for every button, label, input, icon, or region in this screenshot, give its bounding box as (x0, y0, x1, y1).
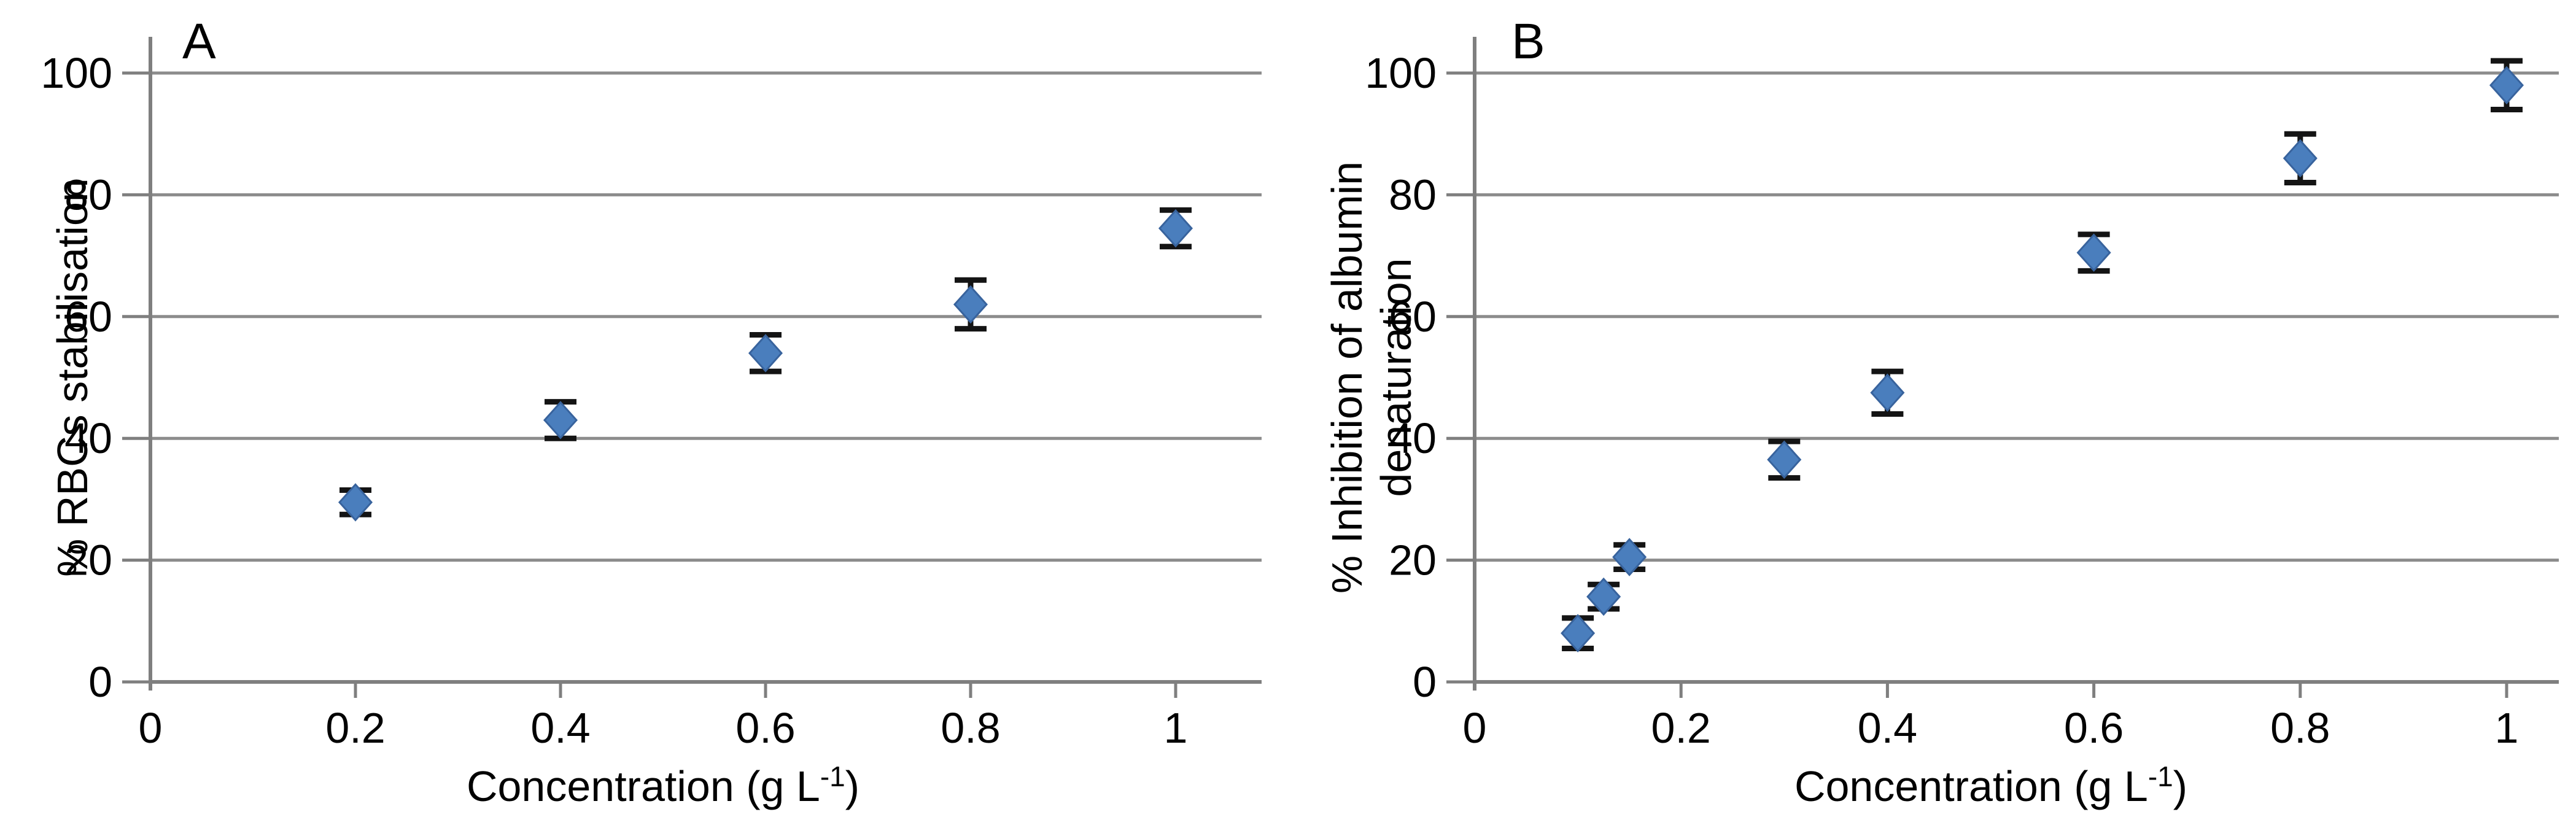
data-point-marker (338, 483, 373, 522)
x-tick-label: 1 (1164, 704, 1188, 752)
x-tick-label: 0 (139, 704, 163, 752)
chart-panel-a: 0 20 40 60 80 100 0 0.2 0.4 0.6 0.8 1 A % RBCs stab… (41, 14, 1262, 810)
panel-b-letter: B (1511, 14, 1545, 69)
x-tick-label: 1 (2495, 704, 2519, 752)
y-tick-label: 20 (64, 536, 112, 584)
x-tick-label: 0 (1463, 704, 1487, 752)
y-tick-label: 0 (1413, 658, 1437, 706)
data-point-marker (1561, 614, 1596, 652)
data-point-marker (1767, 440, 1802, 479)
data-point-marker (953, 285, 988, 324)
data-point-marker (543, 401, 578, 439)
data-point-marker (1158, 209, 1193, 248)
x-tick-label: 0.8 (941, 704, 1000, 752)
y-tick-label: 100 (1365, 49, 1437, 97)
data-point-marker (1612, 538, 1647, 576)
panel-a-plot-layer: 0 20 40 60 80 100 0 0.2 0.4 0.6 0.8 1 (41, 37, 1262, 752)
x-tick-label: 0.6 (2064, 704, 2124, 752)
y-tick-label: 0 (88, 658, 112, 706)
data-point-marker (748, 334, 783, 373)
x-tick-label: 0.6 (735, 704, 795, 752)
x-tick-label: 0.4 (1858, 704, 1917, 752)
x-tick-label: 0.2 (325, 704, 385, 752)
data-point-marker (2283, 139, 2318, 178)
y-tick-label: 60 (64, 293, 112, 341)
y-tick-label: 80 (1389, 171, 1437, 219)
y-tick-label: 40 (1389, 414, 1437, 462)
panel-a-x-axis-title: Concentration (g L-1) (467, 760, 859, 810)
x-tick-label: 0.8 (2270, 704, 2330, 752)
data-point-marker (2076, 233, 2111, 272)
y-tick-label: 20 (1389, 536, 1437, 584)
panel-b-plot-layer: 0 20 40 60 80 100 0 0.2 0.4 0.6 0.8 1 (1365, 37, 2559, 752)
x-tick-label: 0.4 (530, 704, 590, 752)
panel-a-letter: A (182, 14, 216, 69)
panel-b-y-axis-title-line1: % Inhibition of albumin (1323, 161, 1371, 594)
y-tick-label: 40 (64, 414, 112, 462)
panel-a-y-axis-title: % RBCs stabilisation (48, 178, 96, 577)
data-point-marker (1586, 577, 1621, 616)
x-tick-label: 0.2 (1651, 704, 1711, 752)
panel-b-y-axis-title-line2: denaturation (1372, 258, 1420, 497)
data-point-marker (1870, 373, 1905, 412)
y-tick-label: 60 (1389, 293, 1437, 341)
y-tick-label: 100 (41, 49, 112, 97)
y-tick-label: 80 (64, 171, 112, 219)
chart-panel-b: 0 20 40 60 80 100 0 0.2 0.4 0.6 0.8 1 B % Inhibitio… (1323, 14, 2559, 810)
panel-b-x-axis-title: Concentration (g L-1) (1794, 760, 2187, 810)
data-point-marker (2489, 66, 2524, 105)
